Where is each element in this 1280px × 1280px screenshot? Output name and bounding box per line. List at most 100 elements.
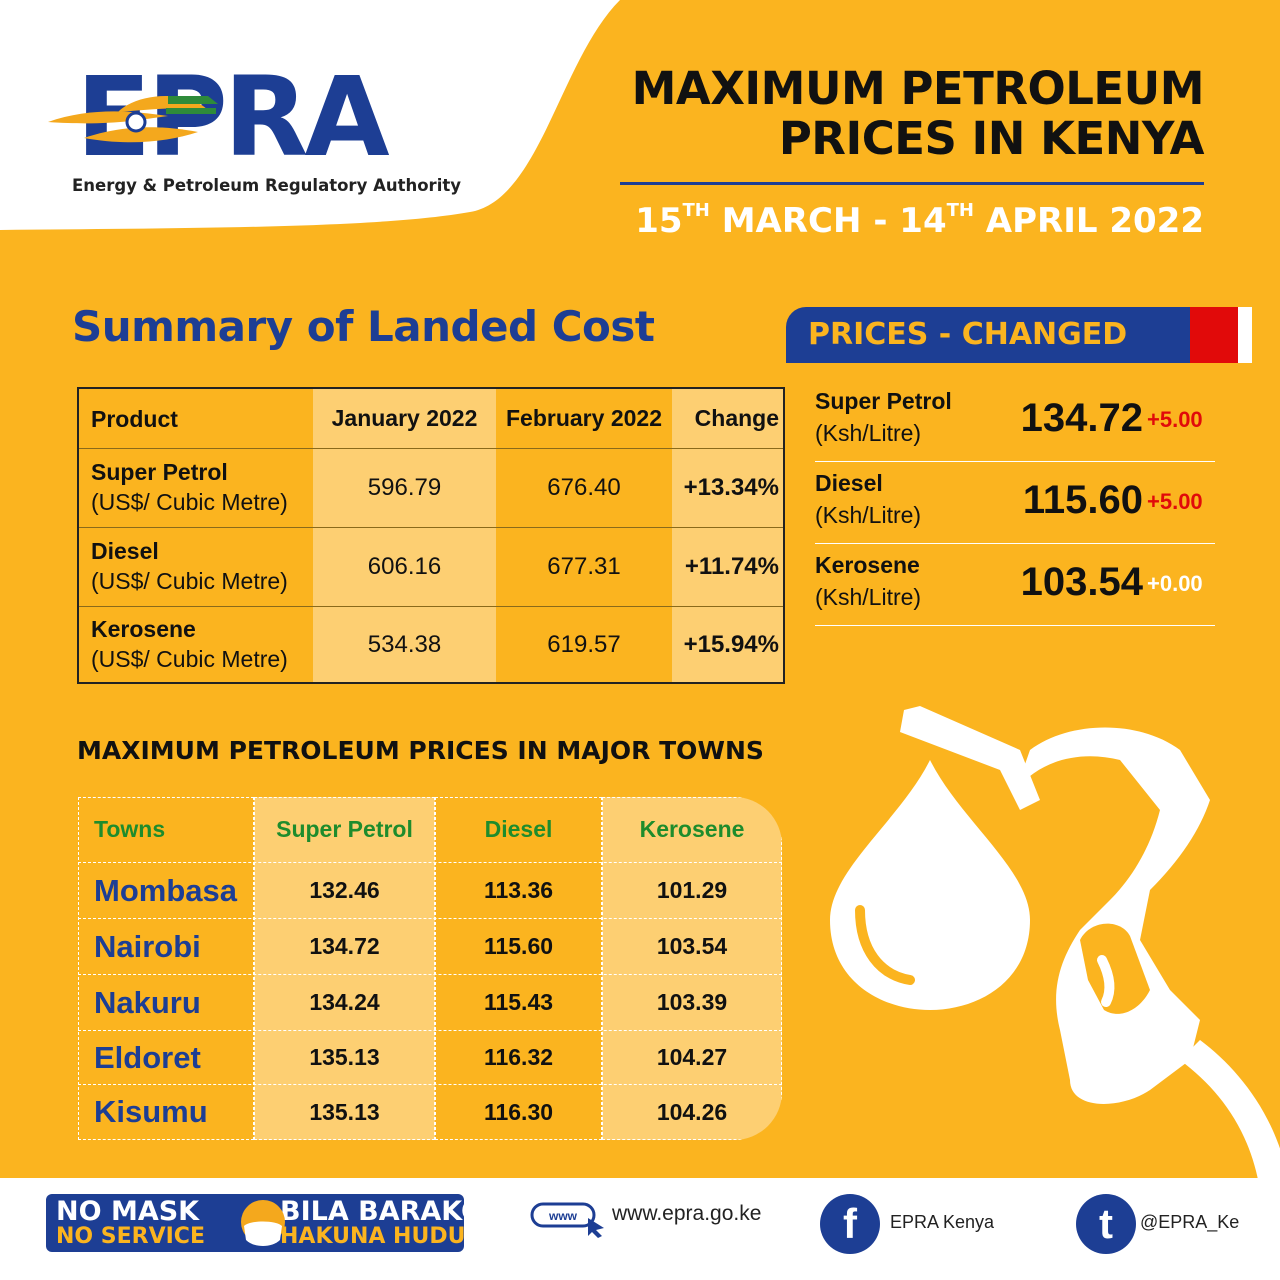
january-value: 596.79 [367, 474, 442, 501]
date-start-month: MARCH [721, 201, 862, 241]
product-unit: (US$/ Cubic Metre) [91, 489, 288, 515]
date-separator: - [873, 201, 888, 241]
twitter-icon[interactable]: t [1076, 1194, 1136, 1254]
fuel-drop-icon [830, 760, 1030, 1010]
header-towns: Towns [94, 816, 166, 842]
january-value: 534.38 [367, 630, 442, 658]
landed-cost-table: Product January 2022 February 2022 Chang… [77, 387, 785, 684]
town-name: Eldoret [94, 1039, 201, 1075]
epra-logo-eye-icon [48, 95, 218, 143]
date-end-day: 14 [899, 201, 947, 241]
product-cell: Kerosene (US$/ Cubic Metre) [91, 607, 313, 682]
product-unit: (US$/ Cubic Metre) [91, 645, 288, 672]
list-item: Diesel (Ksh/Litre) 115.60 +5.00 [815, 462, 1215, 544]
january-value: 606.16 [367, 553, 442, 580]
petrol-price: 132.46 [309, 877, 380, 903]
list-item: Kerosene (Ksh/Litre) 103.54 +0.00 [815, 544, 1215, 626]
twitter-handle[interactable]: @EPRA_Ke [1140, 1212, 1240, 1232]
fuel-unit: (Ksh/Litre) [815, 584, 922, 610]
www-icon-label: www [548, 1209, 578, 1223]
product-cell: Diesel (US$/ Cubic Metre) [91, 528, 313, 606]
price-change: +5.00 [1147, 407, 1203, 432]
town-name: Kisumu [94, 1094, 208, 1129]
kerosene-price: 104.27 [656, 1044, 728, 1070]
fuel-unit: (Ksh/Litre) [815, 420, 922, 446]
product-cell: Super Petrol (US$/ Cubic Metre) [91, 449, 313, 527]
header-kerosene: Kerosene [639, 816, 745, 842]
diesel-price: 116.30 [483, 1098, 554, 1125]
mask-campaign-badge: NO MASK NO SERVICE BILA BARAKOA HAKUNA H… [46, 1194, 464, 1252]
table-row: Diesel (US$/ Cubic Metre) 606.16 677.31 … [79, 528, 783, 607]
pump-prices-list: Super Petrol (Ksh/Litre) 134.72 +5.00 Di… [815, 380, 1215, 626]
product-name: Super Petrol [91, 459, 228, 485]
product-name: Kerosene [91, 615, 196, 642]
facebook-icon[interactable]: f [820, 1194, 880, 1254]
prices-changed-label: PRICES - CHANGED [808, 317, 1128, 352]
header-february: February 2022 [506, 405, 662, 431]
fuel-price: 103.54 [1020, 560, 1143, 604]
www-cursor-icon: www [530, 1202, 604, 1238]
date-range: 15TH MARCH - 14TH APRIL 2022 [635, 200, 1204, 241]
mask-sw-line1: BILA BARAKOA [280, 1196, 464, 1227]
website-link[interactable]: www.epra.go.ke [612, 1202, 762, 1225]
table-row: Nairobi 134.72 115.60 103.54 [78, 919, 782, 975]
diesel-price: 115.43 [483, 989, 554, 1015]
diesel-price: 113.36 [483, 877, 554, 903]
towns-title: MAXIMUM PETROLEUM PRICES IN MAJOR TOWNS [77, 736, 764, 765]
petrol-price: 134.24 [309, 989, 380, 1015]
town-name: Nakuru [94, 984, 201, 1020]
header-change: Change [694, 405, 779, 431]
diesel-price: 116.32 [483, 1044, 554, 1070]
price-change: +0.00 [1147, 571, 1203, 596]
date-start-suffix: TH [682, 200, 710, 221]
date-end-suffix: TH [946, 200, 974, 221]
kerosene-price: 103.39 [656, 989, 728, 1015]
header-product: Product [91, 405, 178, 432]
kerosene-price: 104.26 [656, 1098, 728, 1125]
footer: NO MASK NO SERVICE BILA BARAKOA HAKUNA H… [0, 1178, 1280, 1280]
fuel-unit: (Ksh/Litre) [815, 502, 922, 528]
date-start-day: 15 [635, 201, 683, 241]
page-title: MAXIMUM PETROLEUM PRICES IN KENYA [584, 62, 1205, 165]
change-value: +13.34% [683, 474, 779, 501]
header-diesel: Diesel [484, 816, 553, 842]
fuel-price: 115.60 [1022, 478, 1143, 522]
fuel-price: 134.72 [1020, 396, 1143, 440]
town-name: Mombasa [94, 872, 237, 908]
table-row: Mombasa 132.46 113.36 101.29 [78, 863, 782, 919]
kerosene-price: 101.29 [656, 877, 728, 903]
title-line-1: MAXIMUM PETROLEUM [631, 62, 1205, 115]
header-january: January 2022 [331, 405, 478, 431]
landed-cost-title: Summary of Landed Cost [72, 302, 655, 351]
product-name: Diesel [91, 538, 159, 564]
petrol-price: 135.13 [309, 1044, 380, 1070]
february-value: 619.57 [547, 630, 621, 658]
towns-header-row: Towns Super Petrol Diesel Kerosene [78, 797, 782, 863]
february-value: 676.40 [547, 474, 621, 501]
change-value: +11.74% [684, 553, 779, 580]
epra-logo: EPRA Energy & Petroleum Regulatory Autho… [48, 62, 488, 202]
table-row: Super Petrol (US$/ Cubic Metre) 596.79 6… [79, 449, 783, 528]
facebook-handle[interactable]: EPRA Kenya [890, 1212, 995, 1232]
fuel-name: Super Petrol [815, 388, 952, 414]
fuel-name: Diesel [815, 470, 883, 496]
header-super-petrol: Super Petrol [276, 816, 413, 842]
title-divider [620, 182, 1204, 185]
town-name: Nairobi [94, 928, 201, 964]
face-mask-icon [241, 1200, 285, 1246]
landed-header-row: Product January 2022 February 2022 Chang… [79, 389, 783, 449]
mask-en-line1: NO MASK [56, 1196, 200, 1227]
table-row: Kisumu 135.13 116.30 104.26 [78, 1085, 782, 1139]
list-item: Super Petrol (Ksh/Litre) 134.72 +5.00 [815, 380, 1215, 462]
table-row: Kerosene (US$/ Cubic Metre) 534.38 619.5… [79, 607, 783, 682]
towns-table: Towns Super Petrol Diesel Kerosene Momba… [78, 797, 782, 1140]
kerosene-price: 103.54 [656, 933, 728, 959]
date-end-month: APRIL 2022 [985, 201, 1204, 241]
table-row: Nakuru 134.24 115.43 103.39 [78, 975, 782, 1031]
mask-sw-line2: HAKUNA HUDUMA [280, 1224, 464, 1249]
table-row: Eldoret 135.13 116.32 104.27 [78, 1031, 782, 1085]
product-unit: (US$/ Cubic Metre) [91, 568, 288, 594]
mask-en-line2: NO SERVICE [56, 1224, 205, 1249]
title-line-2: PRICES IN KENYA [778, 112, 1205, 165]
header-white-swoosh [0, 0, 620, 230]
